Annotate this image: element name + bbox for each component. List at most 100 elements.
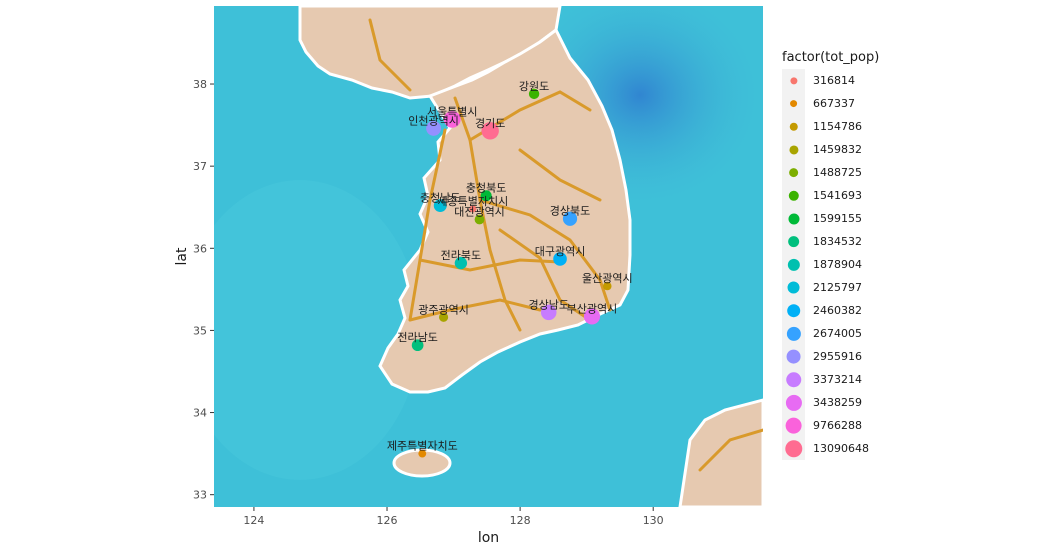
legend-item: 1878904 xyxy=(782,253,892,276)
legend-rows: 316814 667337 1154786 1459832 1488725 1541693… xyxy=(782,69,892,460)
point-label: 대구광역시 xyxy=(535,245,586,258)
legend-swatch xyxy=(786,349,801,364)
data-points xyxy=(411,88,612,458)
legend-key xyxy=(782,414,805,437)
legend-label: 316814 xyxy=(813,74,855,87)
sea-shading xyxy=(214,180,420,480)
point-label: 경기도 xyxy=(475,117,505,130)
legend-key xyxy=(782,322,805,345)
y-tick-label: 35 xyxy=(193,324,207,337)
point-label: 서울특별시 xyxy=(427,105,478,118)
x-tick-label: 126 xyxy=(377,514,398,527)
point-label: 대전광역시 xyxy=(454,206,505,219)
x-tick-label: 124 xyxy=(243,514,264,527)
legend-item: 2955916 xyxy=(782,345,892,368)
y-axis-label: lat xyxy=(174,247,190,265)
legend-item: 1541693 xyxy=(782,184,892,207)
data-point xyxy=(454,256,468,270)
legend-swatch xyxy=(787,212,800,225)
legend-item: 3373214 xyxy=(782,368,892,391)
legend-swatch xyxy=(788,190,799,201)
legend-item: 2674005 xyxy=(782,322,892,345)
data-point xyxy=(474,214,485,225)
point-label: 부산광역시 xyxy=(567,302,618,315)
legend-key xyxy=(782,368,805,391)
legend-label: 2125797 xyxy=(813,281,862,294)
data-point xyxy=(443,110,461,128)
legend-swatch xyxy=(787,258,800,271)
point-label: 충청북도 xyxy=(466,182,506,195)
y-tick-label: 33 xyxy=(193,489,207,502)
data-point xyxy=(439,312,449,322)
legend-item: 316814 xyxy=(782,69,892,92)
x-tick-label: 130 xyxy=(643,514,664,527)
legend-swatch xyxy=(788,167,799,178)
data-point xyxy=(583,308,601,325)
legend-swatch xyxy=(785,371,802,388)
data-point xyxy=(433,199,447,213)
legend-label: 2955916 xyxy=(813,350,862,363)
legend-item: 667337 xyxy=(782,92,892,115)
legend-item: 1834532 xyxy=(782,230,892,253)
legend-label: 1541693 xyxy=(813,189,862,202)
legend-title: factor(tot_pop) xyxy=(782,50,880,65)
y-tick-label: 37 xyxy=(193,160,207,173)
data-point xyxy=(418,449,427,458)
data-point xyxy=(562,211,578,226)
point-label: 광주광역시 xyxy=(418,303,469,316)
data-point xyxy=(528,88,540,100)
land-japan xyxy=(678,398,763,507)
legend: factor(tot_pop) 316814 667337 1154786 14598… xyxy=(782,50,892,460)
legend-key xyxy=(782,276,805,299)
legend-swatch xyxy=(787,235,800,248)
point-label: 인천광역시 xyxy=(408,113,459,127)
legend-label: 13090648 xyxy=(813,442,869,455)
legend-label: 1834532 xyxy=(813,235,862,248)
legend-item: 2125797 xyxy=(782,276,892,299)
legend-swatch xyxy=(786,303,801,318)
point-label: 세종특별자치시 xyxy=(437,195,508,208)
legend-swatch xyxy=(789,76,798,85)
legend-swatch xyxy=(789,99,798,108)
data-point xyxy=(553,252,567,266)
legend-key xyxy=(782,184,805,207)
y-tick-label: 38 xyxy=(193,78,207,91)
legend-label: 667337 xyxy=(813,97,855,110)
legend-key xyxy=(782,161,805,184)
legend-item: 1488725 xyxy=(782,161,892,184)
legend-label: 2674005 xyxy=(813,327,862,340)
data-point xyxy=(480,190,492,202)
map-panel xyxy=(214,6,763,507)
legend-item: 3438259 xyxy=(782,391,892,414)
legend-key xyxy=(782,253,805,276)
data-point xyxy=(540,304,557,321)
point-label: 제주특별자치도 xyxy=(387,440,458,453)
data-point xyxy=(603,281,612,291)
legend-key xyxy=(782,391,805,414)
legend-label: 1459832 xyxy=(813,143,862,156)
legend-key xyxy=(782,207,805,230)
point-label: 경상남도 xyxy=(528,298,568,311)
x-axis-label: lon xyxy=(478,530,499,546)
legend-swatch xyxy=(788,144,799,155)
legend-swatch xyxy=(787,281,800,294)
legend-item: 13090648 xyxy=(782,437,892,460)
legend-label: 3438259 xyxy=(813,396,862,409)
legend-label: 3373214 xyxy=(813,373,862,386)
data-point xyxy=(481,122,499,140)
legend-label: 1599155 xyxy=(813,212,862,225)
point-label: 강원도 xyxy=(519,80,549,93)
legend-key xyxy=(782,92,805,115)
legend-key xyxy=(782,138,805,161)
legend-key xyxy=(782,437,805,460)
y-tick-label: 36 xyxy=(193,242,207,255)
legend-label: 1154786 xyxy=(813,120,862,133)
point-label: 경상북도 xyxy=(550,205,590,218)
point-label: 전라북도 xyxy=(441,249,481,262)
point-label: 울산광역시 xyxy=(582,272,633,285)
legend-swatch xyxy=(784,439,803,458)
legend-label: 9766288 xyxy=(813,419,862,432)
legend-label: 1488725 xyxy=(813,166,862,179)
point-label: 전라남도 xyxy=(397,331,437,344)
